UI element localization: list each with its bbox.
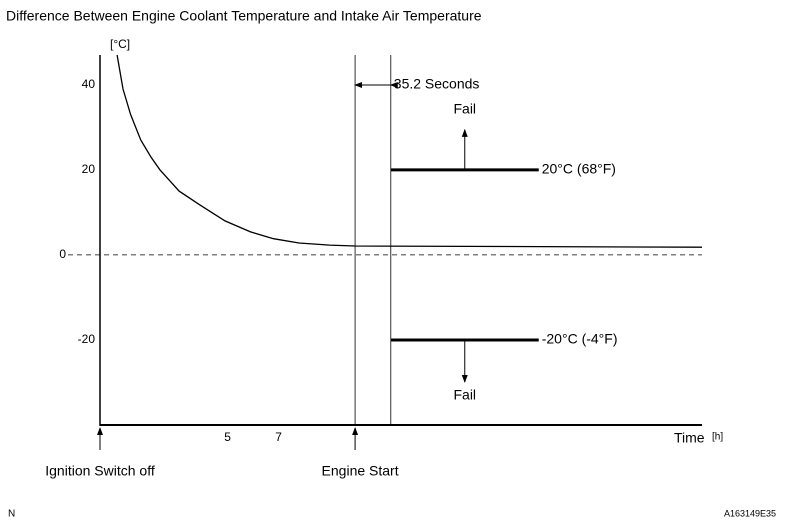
fail-label: Fail: [453, 387, 476, 403]
x-tick-label: 7: [275, 430, 282, 444]
chart-title: Difference Between Engine Coolant Temper…: [6, 8, 482, 24]
x-tick-label: 5: [224, 430, 231, 444]
x-axis-unit: [h]: [712, 432, 723, 443]
y-tick-label: 40: [82, 77, 96, 91]
y-tick-label: 0: [59, 247, 66, 261]
threshold-label: 20°C (68°F): [542, 161, 616, 177]
x-axis-label: Time: [674, 430, 705, 446]
curve: [116, 54, 703, 248]
y-axis-label: [°C]: [110, 37, 130, 51]
threshold-label: -20°C (-4°F): [542, 331, 618, 347]
interval-label: 35.2 Seconds: [394, 76, 480, 92]
y-tick-label: 20: [82, 162, 96, 176]
marker-label: Ignition Switch off: [45, 463, 155, 479]
footer-right: A163149E35: [724, 508, 776, 518]
y-tick-label: -20: [78, 332, 96, 346]
footer-left: N: [8, 509, 15, 520]
marker-label: Engine Start: [322, 463, 399, 479]
fail-label: Fail: [453, 101, 476, 117]
